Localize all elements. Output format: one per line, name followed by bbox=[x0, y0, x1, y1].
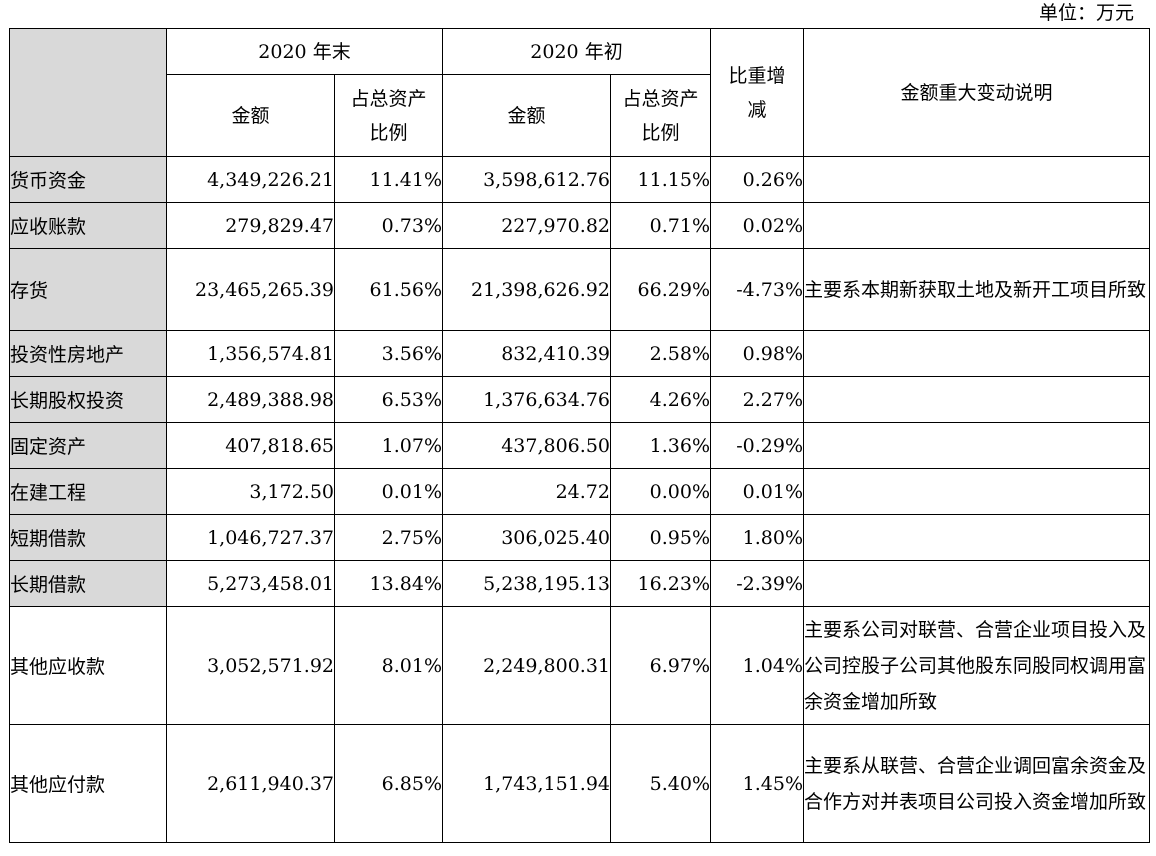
row-name: 应收账款 bbox=[9, 202, 167, 249]
change-cell: 0.01% bbox=[710, 468, 804, 515]
begin-ratio-cell: 16.23% bbox=[610, 560, 711, 607]
table-row: 货币资金 4,349,226.21 11.41% 3,598,612.76 11.15%… bbox=[9, 156, 1150, 203]
end-amount-cell: 2,611,940.37 bbox=[166, 724, 335, 843]
change-cell: 0.02% bbox=[710, 202, 804, 249]
table-row: 固定资产 407,818.65 1.07% 437,806.50 1.36% -0.29% bbox=[9, 422, 1150, 469]
note-cell bbox=[803, 468, 1150, 515]
end-amount-cell: 279,829.47 bbox=[166, 202, 335, 249]
begin-ratio-cell: 0.71% bbox=[610, 202, 711, 249]
end-ratio-cell: 1.07% bbox=[334, 422, 443, 469]
header-begin-ratio: 占总资产比例 bbox=[610, 74, 711, 157]
begin-ratio-cell: 0.95% bbox=[610, 514, 711, 561]
note-cell bbox=[803, 422, 1150, 469]
change-cell: -4.73% bbox=[710, 248, 804, 331]
table-row: 在建工程 3,172.50 0.01% 24.72 0.00% 0.01% bbox=[9, 468, 1150, 515]
change-cell: -2.39% bbox=[710, 560, 804, 607]
begin-amount-cell: 227,970.82 bbox=[442, 202, 611, 249]
begin-amount-cell: 306,025.40 bbox=[442, 514, 611, 561]
begin-amount-cell: 24.72 bbox=[442, 468, 611, 515]
row-name: 投资性房地产 bbox=[9, 330, 167, 377]
header-end-amount: 金额 bbox=[166, 74, 335, 157]
begin-ratio-cell: 6.97% bbox=[610, 606, 711, 725]
table-row: 长期股权投资 2,489,388.98 6.53% 1,376,634.76 4.26%… bbox=[9, 376, 1150, 423]
begin-amount-cell: 2,249,800.31 bbox=[442, 606, 611, 725]
row-name: 货币资金 bbox=[9, 156, 167, 203]
end-ratio-cell: 3.56% bbox=[334, 330, 443, 377]
begin-ratio-cell: 5.40% bbox=[610, 724, 711, 843]
end-amount-cell: 4,349,226.21 bbox=[166, 156, 335, 203]
note-cell bbox=[803, 330, 1150, 377]
table-row: 其他应付款 2,611,940.37 6.85% 1,743,151.94 5.40% 1… bbox=[9, 724, 1150, 843]
begin-amount-cell: 437,806.50 bbox=[442, 422, 611, 469]
table-row: 应收账款 279,829.47 0.73% 227,970.82 0.71% 0.02% bbox=[9, 202, 1150, 249]
end-ratio-cell: 0.73% bbox=[334, 202, 443, 249]
row-name: 其他应付款 bbox=[9, 724, 167, 843]
end-ratio-cell: 61.56% bbox=[334, 248, 443, 331]
change-cell: 1.45% bbox=[710, 724, 804, 843]
header-begin-amount: 金额 bbox=[442, 74, 611, 157]
note-cell bbox=[803, 156, 1150, 203]
row-name: 短期借款 bbox=[9, 514, 167, 561]
row-name: 长期股权投资 bbox=[9, 376, 167, 423]
begin-ratio-cell: 1.36% bbox=[610, 422, 711, 469]
begin-ratio-cell: 11.15% bbox=[610, 156, 711, 203]
header-note: 金额重大变动说明 bbox=[803, 28, 1150, 157]
header-change: 比重增减 bbox=[710, 28, 804, 157]
begin-amount-cell: 1,743,151.94 bbox=[442, 724, 611, 843]
note-cell: 主要系公司对联营、合营企业项目投入及公司控股子公司其他股东同股同权调用富余资金增… bbox=[803, 606, 1150, 725]
end-amount-cell: 1,046,727.37 bbox=[166, 514, 335, 561]
begin-ratio-cell: 2.58% bbox=[610, 330, 711, 377]
end-ratio-cell: 11.41% bbox=[334, 156, 443, 203]
header-end-ratio: 占总资产比例 bbox=[334, 74, 443, 157]
table-row: 存货 23,465,265.39 61.56% 21,398,626.92 66.29%… bbox=[9, 248, 1150, 331]
end-ratio-cell: 6.85% bbox=[334, 724, 443, 843]
header-group-begin: 2020 年初 bbox=[442, 28, 711, 75]
change-cell: 1.04% bbox=[710, 606, 804, 725]
begin-amount-cell: 832,410.39 bbox=[442, 330, 611, 377]
change-cell: -0.29% bbox=[710, 422, 804, 469]
begin-ratio-cell: 4.26% bbox=[610, 376, 711, 423]
end-amount-cell: 5,273,458.01 bbox=[166, 560, 335, 607]
begin-ratio-cell: 0.00% bbox=[610, 468, 711, 515]
note-cell bbox=[803, 202, 1150, 249]
end-amount-cell: 3,172.50 bbox=[166, 468, 335, 515]
header-group-end: 2020 年末 bbox=[166, 28, 443, 75]
row-name: 固定资产 bbox=[9, 422, 167, 469]
begin-amount-cell: 21,398,626.92 bbox=[442, 248, 611, 331]
change-cell: 2.27% bbox=[710, 376, 804, 423]
begin-amount-cell: 3,598,612.76 bbox=[442, 156, 611, 203]
table-row: 投资性房地产 1,356,574.81 3.56% 832,410.39 2.58% 0.… bbox=[9, 330, 1150, 377]
row-name: 在建工程 bbox=[9, 468, 167, 515]
note-cell: 主要系本期新获取土地及新开工项目所致 bbox=[803, 248, 1150, 331]
begin-amount-cell: 5,238,195.13 bbox=[442, 560, 611, 607]
table-row: 短期借款 1,046,727.37 2.75% 306,025.40 0.95% 1.80… bbox=[9, 514, 1150, 561]
balance-sheet-table: 2020 年末 2020 年初 比重增减 金额重大变动说明 金额 占总资产比例 … bbox=[9, 28, 1150, 843]
table-row: 其他应收款 3,052,571.92 8.01% 2,249,800.31 6.97% 1… bbox=[9, 606, 1150, 725]
end-amount-cell: 2,489,388.98 bbox=[166, 376, 335, 423]
change-cell: 0.26% bbox=[710, 156, 804, 203]
row-name: 其他应收款 bbox=[9, 606, 167, 725]
change-cell: 0.98% bbox=[710, 330, 804, 377]
header-corner bbox=[9, 28, 167, 157]
end-amount-cell: 3,052,571.92 bbox=[166, 606, 335, 725]
note-cell bbox=[803, 560, 1150, 607]
begin-ratio-cell: 66.29% bbox=[610, 248, 711, 331]
end-ratio-cell: 8.01% bbox=[334, 606, 443, 725]
end-amount-cell: 23,465,265.39 bbox=[166, 248, 335, 331]
row-name: 存货 bbox=[9, 248, 167, 331]
unit-label: 单位：万元 bbox=[1038, 2, 1134, 24]
note-cell: 主要系从联营、合营企业调回富余资金及合作方对并表项目公司投入资金增加所致 bbox=[803, 724, 1150, 843]
end-amount-cell: 407,818.65 bbox=[166, 422, 335, 469]
end-ratio-cell: 2.75% bbox=[334, 514, 443, 561]
table-row: 长期借款 5,273,458.01 13.84% 5,238,195.13 16.23%… bbox=[9, 560, 1150, 607]
end-amount-cell: 1,356,574.81 bbox=[166, 330, 335, 377]
end-ratio-cell: 13.84% bbox=[334, 560, 443, 607]
begin-amount-cell: 1,376,634.76 bbox=[442, 376, 611, 423]
end-ratio-cell: 6.53% bbox=[334, 376, 443, 423]
note-cell bbox=[803, 514, 1150, 561]
note-cell bbox=[803, 376, 1150, 423]
change-cell: 1.80% bbox=[710, 514, 804, 561]
row-name: 长期借款 bbox=[9, 560, 167, 607]
end-ratio-cell: 0.01% bbox=[334, 468, 443, 515]
